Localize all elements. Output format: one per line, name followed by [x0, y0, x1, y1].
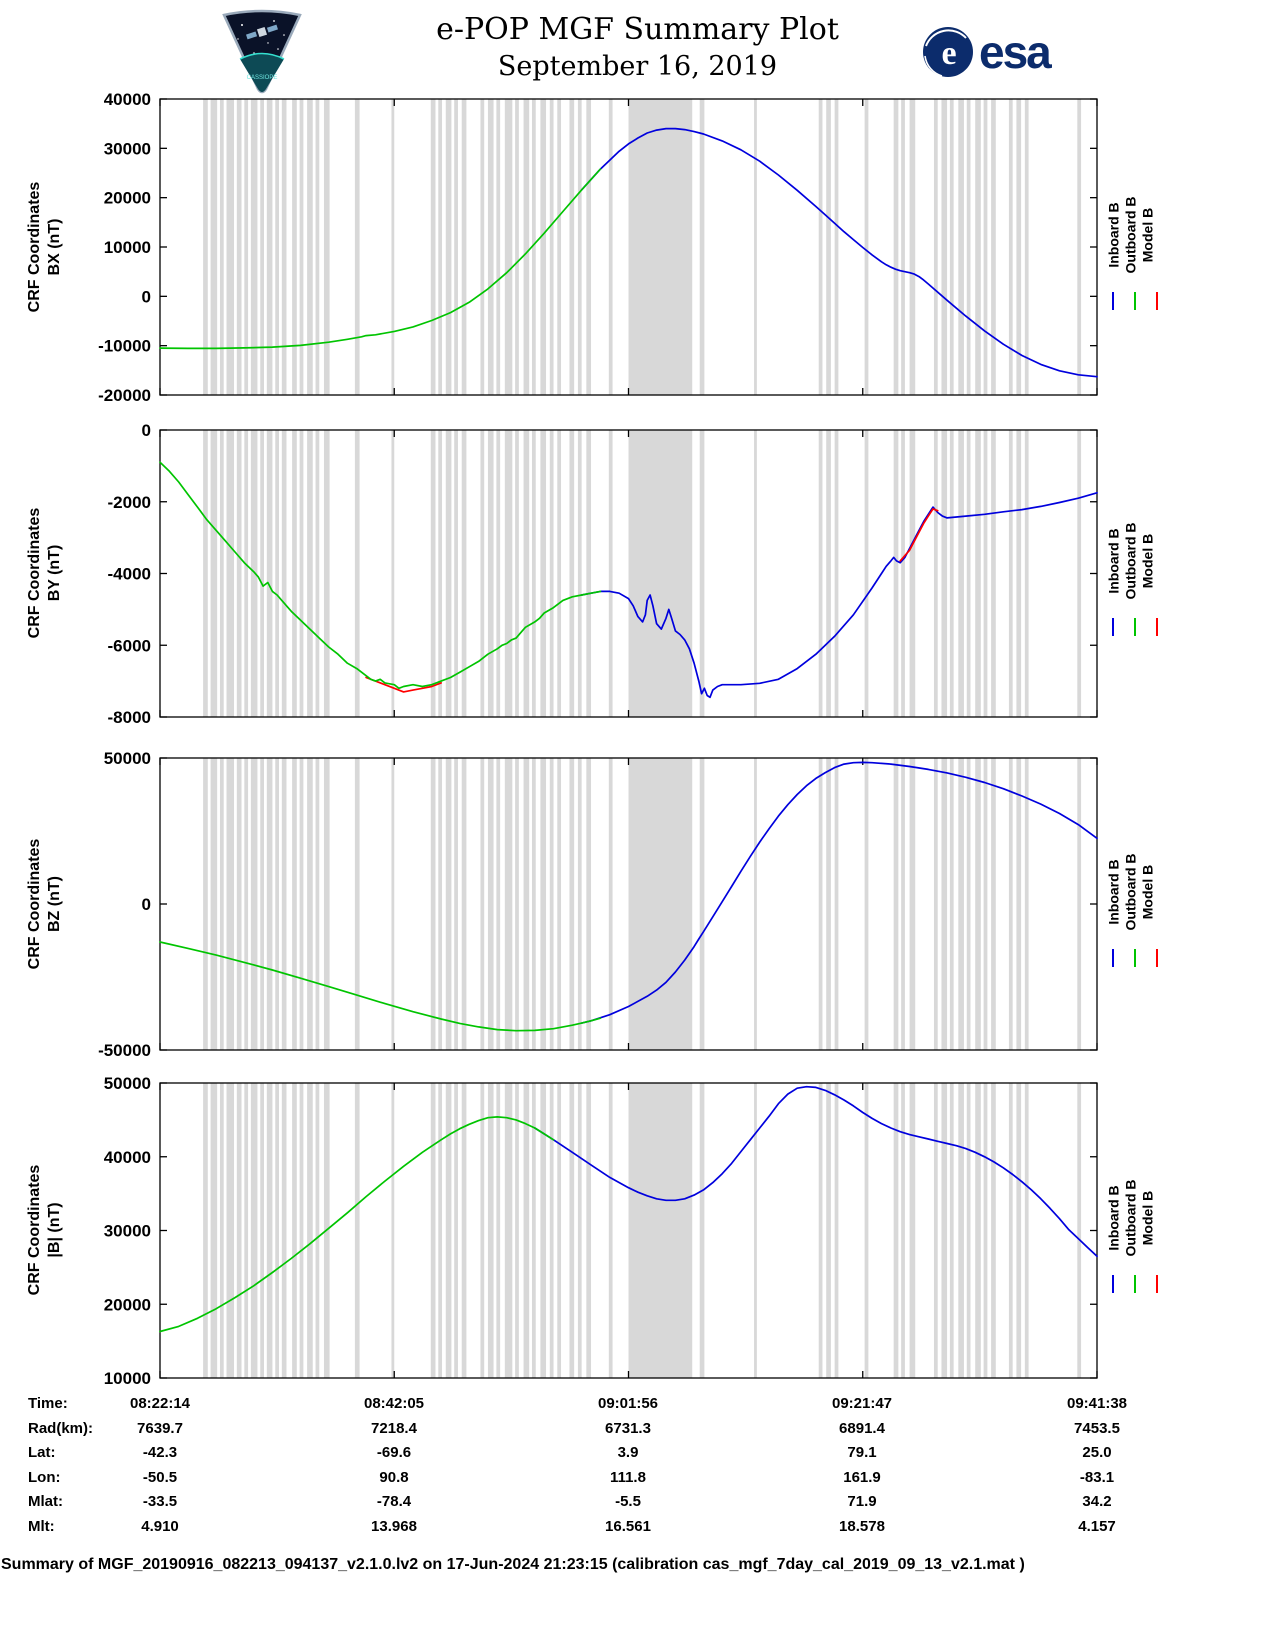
row-value: 13.968: [371, 1517, 417, 1535]
row-label: Mlt:: [28, 1517, 55, 1535]
svg-text:-2000: -2000: [108, 493, 151, 512]
legend-sample-inboard: [1112, 618, 1115, 636]
svg-text:10000: 10000: [104, 238, 151, 257]
legend-sample-outboard: [1134, 292, 1137, 310]
esa-wordmark: esa: [979, 26, 1052, 78]
row-value: -83.1: [1079, 1468, 1115, 1486]
esa-globe-icon: e: [923, 27, 973, 77]
table-row: Mlt: 4.910 13.968 16.561 18.578 4.157: [0, 1515, 1275, 1540]
svg-text:0: 0: [142, 421, 151, 440]
svg-text:50000: 50000: [104, 1074, 151, 1093]
row-value: 7218.4: [371, 1419, 417, 1437]
row-value: -78.4: [376, 1493, 412, 1510]
svg-text:50000: 50000: [104, 749, 151, 768]
svg-text:10000: 10000: [104, 1369, 151, 1388]
svg-text:20000: 20000: [104, 1295, 151, 1314]
row-value: 34.2: [1082, 1493, 1112, 1510]
row-label: Time:: [28, 1395, 68, 1412]
row-value: 111.8: [610, 1468, 646, 1486]
svg-text:20000: 20000: [104, 189, 151, 208]
svg-text:0: 0: [142, 287, 151, 306]
row-value: 16.561: [605, 1517, 651, 1535]
table-row: Lon: -50.5 90.8 111.8 161.9 -83.1: [0, 1466, 1275, 1491]
legend-sample-outboard: [1134, 949, 1137, 967]
legend-sample-model: [1156, 1275, 1159, 1293]
by-chart: 0 -2000 -4000 -6000 -8000: [108, 421, 1098, 727]
plot-header: e-POP MGF Summary Plot September 16, 201…: [0, 12, 1275, 82]
row-value: 4.157: [1078, 1517, 1116, 1535]
y-axis-label-by: CRF Coordinates BY (nT): [26, 507, 63, 639]
table-row: Time: 08:22:14 08:42:05 09:01:56 09:21:47 09:…: [0, 1392, 1275, 1417]
legend-sample-model: [1156, 292, 1159, 310]
svg-text:-6000: -6000: [108, 636, 151, 655]
row-value: 4.910: [141, 1517, 179, 1535]
svg-text:40000: 40000: [104, 90, 151, 109]
table-row: Lat: -42.3 -69.6 3.9 79.1 25.0: [0, 1441, 1275, 1466]
table-row: Rad(km): 7639.7 7218.4 6731.3 6891.4 7453.5: [0, 1417, 1275, 1442]
row-label: Rad(km):: [28, 1419, 94, 1437]
summary-table: Time: 08:22:14 08:42:05 09:01:56 09:21:47 09:…: [0, 1392, 1275, 1539]
legend-panel-bz: Inboard B Outboard B Model B: [1105, 853, 1156, 931]
bx-chart: 40000 30000 20000 10000 0 -10000 -20000: [98, 90, 1098, 405]
y-axis-label-bx: CRF Coordinates BX (nT): [26, 181, 63, 313]
row-value: -33.5: [142, 1493, 178, 1510]
row-label: Lat:: [28, 1444, 56, 1461]
row-value: 161.9: [843, 1468, 881, 1486]
cassiope-mission-patch: CASSIOPE: [218, 5, 306, 102]
row-value: 7453.5: [1074, 1419, 1120, 1437]
legend-sample-inboard: [1112, 1275, 1115, 1293]
row-value: -50.5: [142, 1468, 178, 1486]
svg-text:0: 0: [142, 895, 151, 914]
svg-text:30000: 30000: [104, 139, 151, 158]
legend-panel-by: Inboard B Outboard B Model B: [1105, 522, 1156, 600]
row-value: 6891.4: [839, 1419, 885, 1437]
row-value: -42.3: [142, 1444, 178, 1461]
row-value: 25.0: [1082, 1444, 1112, 1461]
row-value: 71.9: [847, 1493, 877, 1510]
bz-chart: 50000 0 -50000: [98, 749, 1098, 1060]
svg-text:-20000: -20000: [98, 386, 151, 405]
svg-text:e: e: [941, 35, 956, 72]
svg-text:40000: 40000: [104, 1148, 151, 1167]
legend-sample-inboard: [1112, 292, 1115, 310]
svg-text:CASSIOPE: CASSIOPE: [247, 75, 278, 81]
legend-panel-bmag: Inboard B Outboard B Model B: [1105, 1179, 1156, 1257]
row-value: -5.5: [615, 1493, 641, 1510]
legend-sample-model: [1156, 949, 1159, 967]
page-title: e-POP MGF Summary Plot: [436, 12, 839, 47]
y-axis-label-bz: CRF Coordinates BZ (nT): [26, 838, 63, 970]
legend-sample-model: [1156, 618, 1159, 636]
row-value: 09:01:56: [597, 1395, 659, 1412]
esa-logo: e esa: [922, 26, 1052, 78]
row-label: Mlat:: [28, 1493, 63, 1510]
legend-sample-inboard: [1112, 949, 1115, 967]
svg-text:-50000: -50000: [98, 1041, 151, 1060]
row-value: 79.1: [847, 1444, 877, 1461]
row-value: 7639.7: [137, 1419, 183, 1437]
row-label: Lon:: [28, 1468, 61, 1486]
row-value: 18.578: [839, 1517, 885, 1535]
svg-text:-8000: -8000: [108, 708, 151, 727]
svg-text:30000: 30000: [104, 1222, 151, 1241]
legend-panel-bx: Inboard B Outboard B Model B: [1105, 196, 1156, 274]
row-value: 08:22:14: [129, 1395, 191, 1412]
mission-patch-icon: CASSIOPE: [222, 9, 302, 94]
row-value: 6731.3: [605, 1419, 651, 1437]
bmag-chart: 50000 40000 30000 20000 10000: [104, 1074, 1098, 1388]
row-value: 09:41:38: [1066, 1395, 1128, 1412]
row-value: 08:42:05: [363, 1395, 425, 1412]
row-value: -69.6: [376, 1444, 412, 1461]
legend-sample-outboard: [1134, 618, 1137, 636]
svg-text:-4000: -4000: [108, 565, 151, 584]
legend-sample-outboard: [1134, 1275, 1137, 1293]
page-date: September 16, 2019: [497, 51, 778, 82]
row-value: 90.8: [379, 1468, 409, 1486]
svg-text:-10000: -10000: [98, 337, 151, 356]
y-axis-label-bmag: CRF Coordinates |B| (nT): [26, 1164, 63, 1296]
row-value: 09:21:47: [831, 1395, 893, 1412]
table-row: Mlat: -33.5 -78.4 -5.5 71.9 34.2: [0, 1490, 1275, 1515]
file-summary-footer: Summary of MGF_20190916_082213_094137_v2…: [1, 1556, 1025, 1573]
row-value: 3.9: [617, 1444, 639, 1461]
